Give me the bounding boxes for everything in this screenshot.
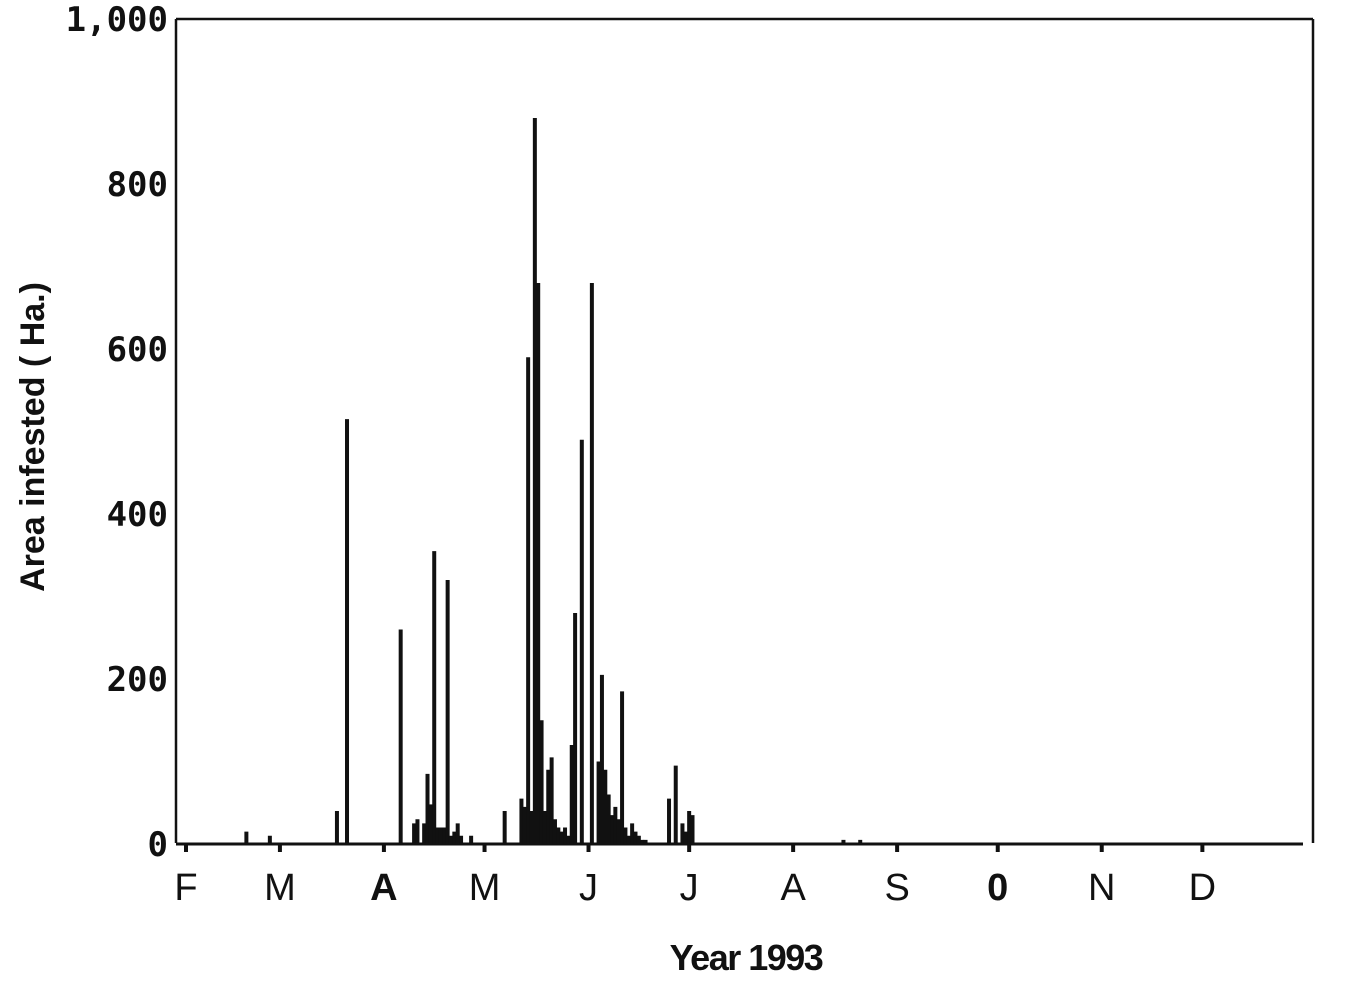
bar <box>469 835 474 844</box>
bar <box>546 769 551 844</box>
bar <box>563 827 568 844</box>
bar <box>442 827 447 844</box>
x-tick-label: A <box>370 867 397 909</box>
bar <box>532 118 537 844</box>
x-tick-label: A <box>780 867 806 909</box>
bar <box>435 827 440 844</box>
bar <box>620 691 625 844</box>
bar <box>636 835 641 844</box>
y-axis-label: Area infested ( Ha.) <box>14 282 52 592</box>
y-axis-ticks: 0 200 400 600 800 1,000 <box>66 0 168 865</box>
bar <box>502 811 507 844</box>
bar <box>630 823 635 844</box>
bar <box>613 806 618 844</box>
bar <box>267 835 272 844</box>
bar <box>529 811 534 844</box>
bar <box>690 815 695 844</box>
bar <box>566 835 571 844</box>
bar <box>673 765 678 844</box>
bar <box>542 811 547 844</box>
bar <box>452 831 457 844</box>
bar <box>552 819 557 844</box>
bar <box>643 839 648 844</box>
bar <box>455 823 460 844</box>
bar <box>425 773 430 844</box>
x-tick-label: J <box>579 867 598 909</box>
bar <box>244 831 249 844</box>
bar <box>640 839 645 844</box>
bar <box>398 629 403 844</box>
y-tick-label: 400 <box>107 495 168 535</box>
bar <box>556 827 561 844</box>
plot-frame <box>174 17 1315 846</box>
bar <box>539 720 544 844</box>
x-tick-label: F <box>174 867 197 909</box>
bar <box>519 798 524 844</box>
bar <box>616 819 621 844</box>
bar <box>428 804 433 844</box>
bar <box>549 757 554 844</box>
bar <box>432 551 437 844</box>
bar <box>415 819 420 844</box>
bar <box>579 439 584 844</box>
bar <box>667 798 672 844</box>
bar <box>422 823 427 844</box>
bar <box>841 839 846 844</box>
bar <box>626 835 631 844</box>
x-tick-label: J <box>680 867 699 909</box>
bar <box>334 811 339 844</box>
bar <box>599 674 604 844</box>
x-tick-label: N <box>1088 867 1115 909</box>
bar <box>445 580 450 844</box>
x-tick-label: M <box>469 867 501 909</box>
bar <box>459 835 464 844</box>
bar-series <box>244 118 863 844</box>
x-tick-label: 0 <box>987 867 1008 909</box>
bar <box>526 357 531 844</box>
y-tick-label: 1,000 <box>66 0 168 40</box>
bar <box>858 839 863 844</box>
y-tick-label: 0 <box>148 825 168 865</box>
bar <box>633 831 638 844</box>
bar <box>345 419 350 844</box>
bar <box>412 823 417 844</box>
bar <box>610 815 615 844</box>
x-axis-ticks: F M A M J J A S 0 N D <box>174 844 1216 909</box>
bar <box>589 283 594 844</box>
y-tick-label: 600 <box>107 330 168 370</box>
bar <box>623 827 628 844</box>
bar <box>448 835 453 844</box>
bar <box>438 827 443 844</box>
bar <box>596 761 601 844</box>
bar <box>559 831 564 844</box>
bar <box>606 794 611 844</box>
y-tick-label: 200 <box>107 660 168 700</box>
bar <box>687 811 692 844</box>
x-axis-label: Year 1993 <box>670 937 823 978</box>
y-tick-label: 800 <box>107 165 168 205</box>
x-tick-label: D <box>1189 867 1216 909</box>
bar <box>573 613 578 844</box>
x-tick-label: M <box>264 867 296 909</box>
bar <box>683 831 688 844</box>
bar <box>569 745 574 844</box>
bar <box>603 769 608 844</box>
bar <box>536 283 541 844</box>
bar <box>680 823 685 844</box>
bar <box>522 806 527 844</box>
x-tick-label: S <box>884 867 909 909</box>
